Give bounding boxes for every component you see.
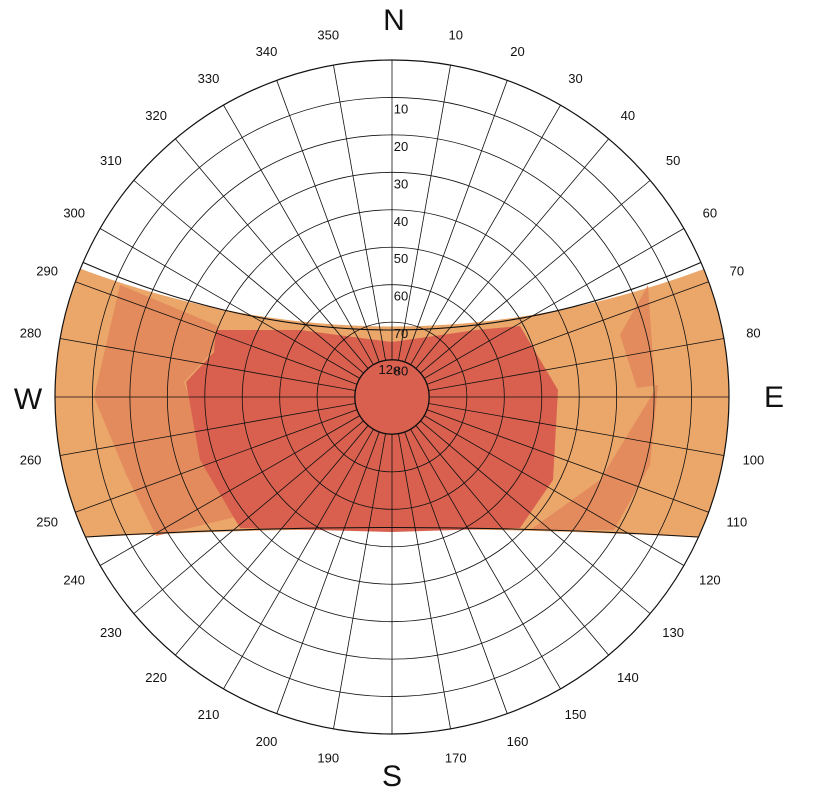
diagram-labels: 10 20 30 40 50 60 70 80 100 110 120 130 140 150 160 170… (20, 28, 765, 766)
azimuth-label: 230 (100, 625, 122, 640)
azimuth-spoke (420, 420, 651, 614)
azimuth-spoke (428, 338, 724, 391)
azimuth-label: 100 (743, 453, 765, 468)
altitude-label: 60 (394, 289, 408, 304)
noon-hour-label: 12H (379, 362, 400, 377)
azimuth-spoke (99, 415, 360, 566)
azimuth-label: 120 (699, 573, 721, 588)
azimuth-label: 50 (666, 153, 680, 168)
azimuth-label: 330 (198, 71, 220, 86)
azimuth-label: 290 (36, 263, 58, 278)
azimuth-label: 250 (36, 515, 58, 530)
azimuth-label: 340 (256, 44, 278, 59)
azimuth-spoke (427, 281, 709, 385)
azimuth-label: 280 (20, 325, 42, 340)
azimuth-label: 150 (565, 707, 587, 722)
altitude-label: 50 (394, 251, 408, 266)
azimuth-label: 260 (20, 453, 42, 468)
azimuth-label: 70 (730, 263, 744, 278)
azimuth-spoke (60, 403, 356, 456)
azimuth-spoke (415, 425, 609, 656)
azimuth-spoke (410, 429, 561, 690)
azimuth-label: 170 (445, 750, 467, 765)
azimuth-spoke (333, 65, 386, 361)
azimuth-spoke (133, 180, 364, 374)
azimuth-label: 200 (256, 734, 278, 749)
azimuth-spoke (415, 138, 609, 369)
azimuth-label: 130 (662, 625, 684, 640)
azimuth-label: 160 (507, 734, 529, 749)
altitude-label: 10 (394, 101, 408, 116)
azimuth-label: 320 (145, 108, 167, 123)
azimuth-label: 190 (317, 750, 339, 765)
azimuth-label: 210 (198, 707, 220, 722)
polar-grid (54, 59, 730, 735)
noon-hour-number: 12 (379, 362, 393, 377)
altitude-label: 40 (394, 214, 408, 229)
azimuth-spoke (223, 429, 374, 690)
azimuth-spoke (404, 80, 508, 362)
azimuth-spoke (427, 409, 709, 513)
azimuth-spoke (420, 180, 651, 374)
azimuth-spoke (424, 415, 685, 566)
azimuth-label: 40 (621, 108, 635, 123)
altitude-label: 80 (394, 364, 408, 379)
azimuth-spoke (223, 104, 374, 365)
south-label: S (382, 760, 402, 793)
band-top-edge (81, 261, 703, 331)
azimuth-spoke (133, 420, 364, 614)
azimuth-spoke (410, 104, 561, 365)
azimuth-label: 220 (145, 670, 167, 685)
azimuth-spoke (404, 432, 508, 714)
azimuth-label: 310 (100, 153, 122, 168)
azimuth-label: 110 (727, 515, 748, 530)
altitude-label: 70 (394, 326, 408, 341)
east-label: E (764, 381, 784, 414)
azimuth-label: 350 (317, 28, 339, 43)
azimuth-spoke (175, 138, 369, 369)
noon-sun-disc (354, 359, 430, 435)
sun-band-edges (81, 261, 703, 538)
altitude-label: 30 (394, 176, 408, 191)
azimuth-spoke (60, 338, 356, 391)
sun-band-mid (94, 285, 658, 536)
azimuth-spoke (428, 403, 724, 456)
azimuth-label: 10 (448, 28, 462, 43)
azimuth-spoke (75, 281, 357, 385)
azimuth-spoke (333, 433, 386, 729)
azimuth-spoke (424, 228, 685, 379)
azimuth-label: 60 (703, 206, 717, 221)
band-bottom-edge (85, 526, 699, 538)
azimuth-label: 140 (617, 670, 639, 685)
azimuth-spoke (99, 228, 360, 379)
west-label: W (14, 383, 43, 416)
azimuth-label: 20 (510, 44, 524, 59)
noon-hour-suffix: H (393, 366, 400, 376)
altitude-label: 20 (394, 139, 408, 154)
azimuth-spoke (75, 409, 357, 513)
azimuth-spoke (398, 433, 451, 729)
north-label: N (383, 4, 405, 37)
azimuth-spoke (398, 65, 451, 361)
azimuth-spoke (175, 425, 369, 656)
azimuth-spoke (276, 432, 380, 714)
azimuth-label: 30 (568, 71, 582, 86)
azimuth-spoke (276, 80, 380, 362)
azimuth-label: 240 (63, 573, 85, 588)
azimuth-label: 80 (746, 325, 760, 340)
azimuth-label: 300 (63, 206, 85, 221)
